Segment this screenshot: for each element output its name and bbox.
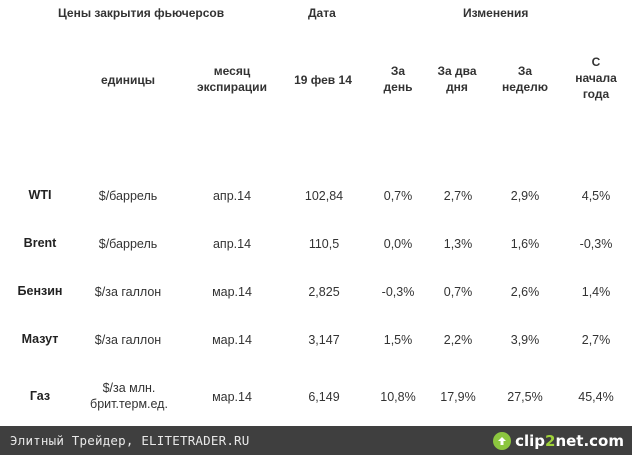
row-label-brent: Brent <box>23 236 57 250</box>
cell-two-days: 2,2% <box>443 333 473 347</box>
cell-price: 110,5 <box>308 237 340 251</box>
col-day: За день <box>383 64 413 94</box>
cell-ytd: 2,7% <box>581 333 611 347</box>
cell-week: 2,9% <box>510 189 540 203</box>
table-title: Цены закрытия фьючерсов <box>58 6 225 20</box>
cell-ytd: -0,3% <box>579 237 613 251</box>
cell-week: 2,6% <box>510 285 540 299</box>
cell-two-days: 2,7% <box>443 189 473 203</box>
cell-price: 3,147 <box>308 333 340 347</box>
cell-units: $/за млн. брит.терм.ед. <box>90 381 168 411</box>
footer-source-text: Элитный Трейдер, ELITETRADER.RU <box>10 433 250 448</box>
row-label-gasoline: Бензин <box>17 284 63 298</box>
cell-week: 27,5% <box>507 390 543 404</box>
cell-week: 3,9% <box>510 333 540 347</box>
cell-ytd: 1,4% <box>581 285 611 299</box>
cell-price: 102,84 <box>304 189 344 203</box>
cell-day: -0,3% <box>381 285 415 299</box>
col-week: За неделю <box>501 64 549 94</box>
clip2net-arrow-icon <box>493 431 512 450</box>
cell-two-days: 1,3% <box>443 237 473 251</box>
col-date: 19 фев 14 <box>294 73 352 87</box>
cell-expiry: апр.14 <box>212 189 252 203</box>
cell-units: $/баррель <box>98 189 158 203</box>
clip2net-logo-text: clip2net.com <box>515 431 624 450</box>
footer-bar: Элитный Трейдер, ELITETRADER.RU clip2net… <box>0 426 632 455</box>
cell-two-days: 0,7% <box>443 285 473 299</box>
cell-ytd: 45,4% <box>578 390 614 404</box>
cell-day: 1,5% <box>383 333 413 347</box>
cell-day: 0,7% <box>383 189 413 203</box>
cell-price: 2,825 <box>308 285 340 299</box>
date-header: Дата <box>308 6 336 20</box>
row-label-fuel-oil: Мазут <box>21 332 59 346</box>
col-units: единицы <box>101 73 155 87</box>
cell-expiry: мар.14 <box>212 390 252 404</box>
col-ytd: С начала года <box>575 55 617 101</box>
cell-two-days: 17,9% <box>440 390 476 404</box>
cell-expiry: мар.14 <box>212 333 252 347</box>
cell-expiry: мар.14 <box>212 285 252 299</box>
cell-day: 10,8% <box>380 390 416 404</box>
cell-units: $/за галлон <box>94 333 162 347</box>
cell-units: $/баррель <box>98 237 158 251</box>
cell-week: 1,6% <box>510 237 540 251</box>
clip2net-logo[interactable]: clip2net.com <box>492 429 624 452</box>
row-label-gas: Газ <box>29 389 51 403</box>
changes-header: Изменения <box>463 6 529 20</box>
col-expiry: месяц экспирации <box>197 64 267 94</box>
col-two-days: За два дня <box>437 64 477 94</box>
cell-day: 0,0% <box>383 237 413 251</box>
cell-price: 6,149 <box>308 390 340 404</box>
cell-units: $/за галлон <box>94 285 162 299</box>
cell-expiry: апр.14 <box>212 237 252 251</box>
row-label-wti: WTI <box>28 188 52 202</box>
cell-ytd: 4,5% <box>581 189 611 203</box>
